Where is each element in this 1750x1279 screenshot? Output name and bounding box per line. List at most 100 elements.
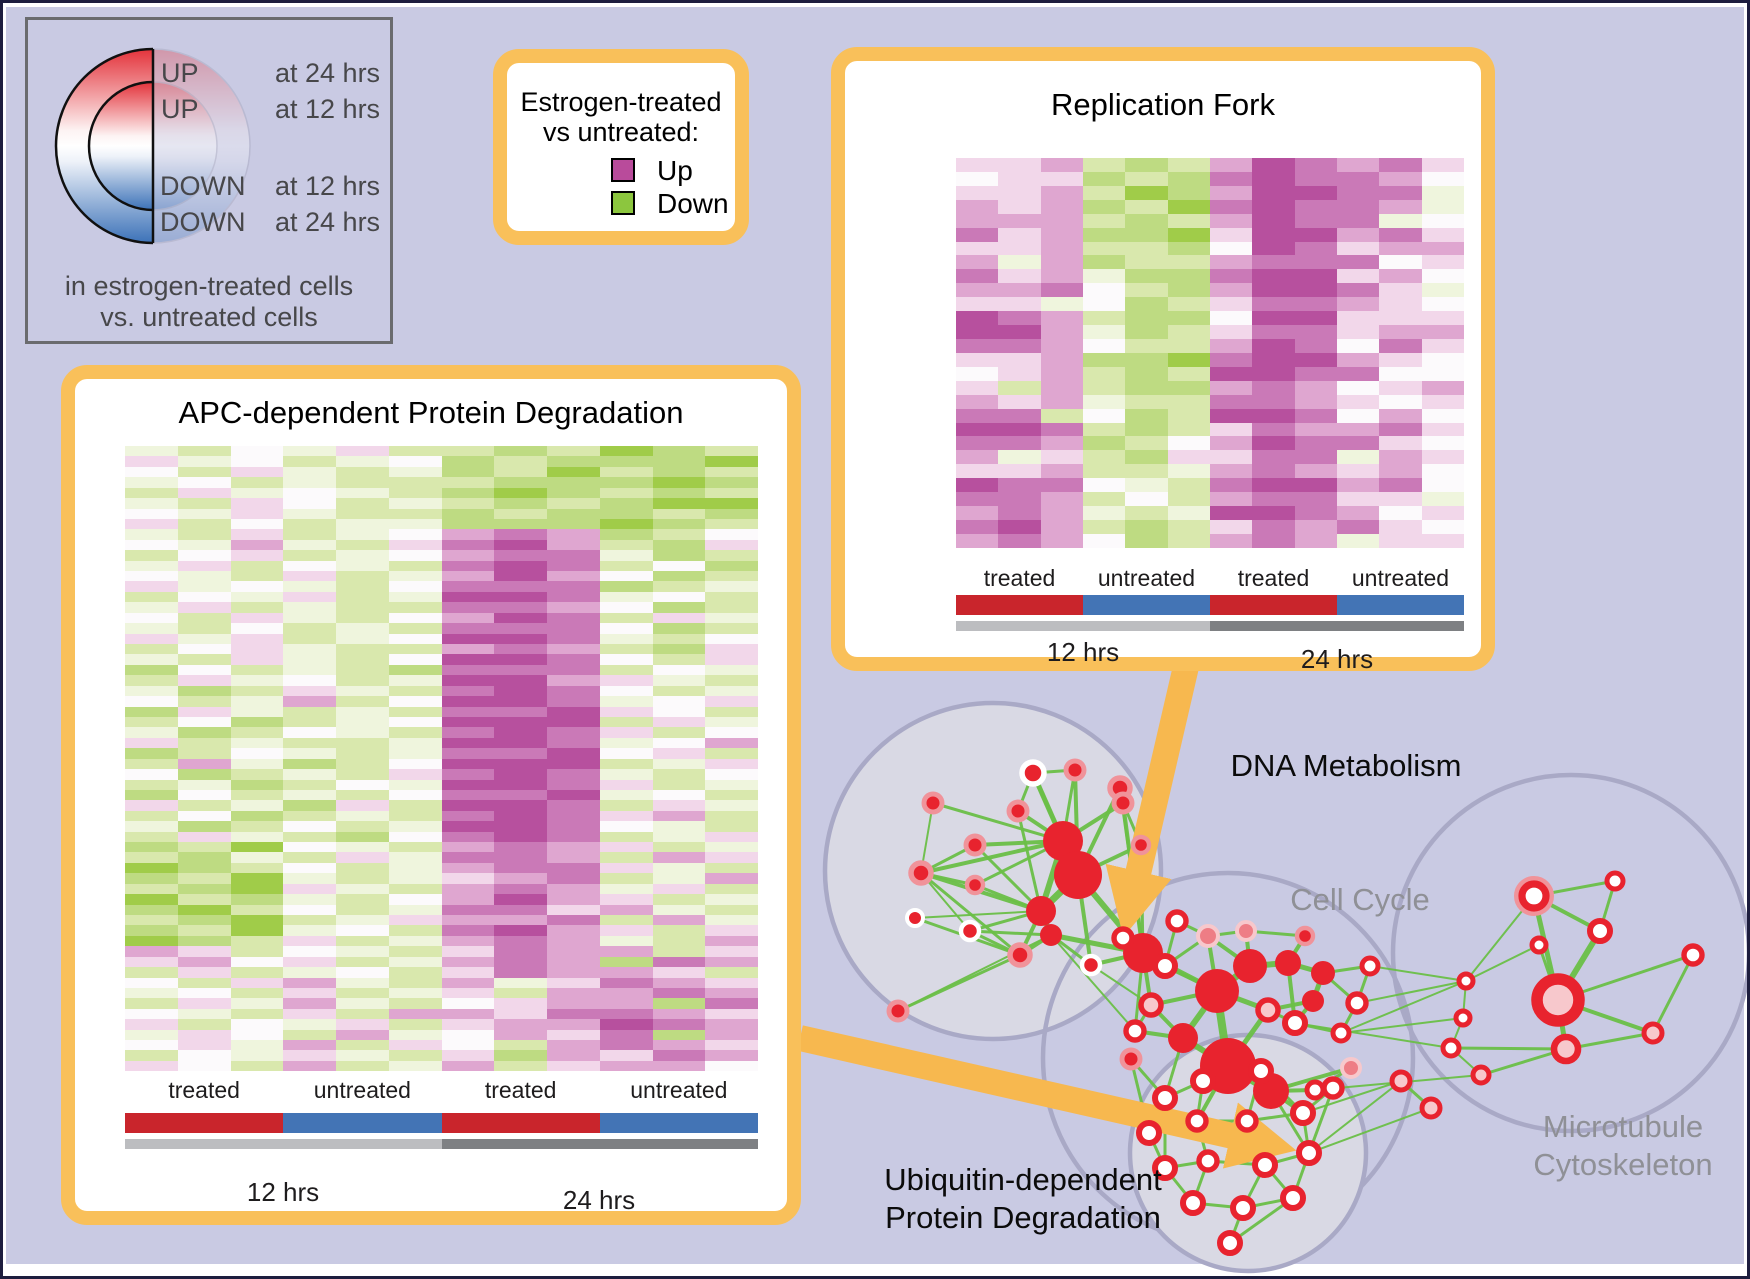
gene-node [1248, 1058, 1274, 1084]
apc-condition-bar [125, 1113, 758, 1133]
rf-12hrs-bar [956, 621, 1210, 631]
rf-time-bar [956, 621, 1464, 631]
gene-node [1195, 969, 1239, 1013]
dna-metabolism-label: DNA Metabolism [1230, 748, 1462, 783]
gene-node [1302, 990, 1324, 1012]
gene-node [1006, 799, 1030, 823]
apc-untreated-bar-1 [283, 1113, 442, 1133]
gene-node [1456, 971, 1476, 991]
gene-node [1604, 870, 1626, 892]
gene-node [1419, 1096, 1443, 1120]
down-color-swatch [611, 191, 635, 215]
legend-time: at 12 hrs [275, 171, 381, 201]
gene-node [908, 860, 934, 886]
gene-node [1111, 791, 1135, 815]
legend-time: at 24 hrs [275, 207, 381, 237]
apc-treated-label-2: treated [484, 1077, 557, 1103]
legend-word: UP [161, 58, 199, 88]
gene-node [1321, 1076, 1345, 1100]
gene-node [1196, 924, 1220, 948]
legend-row-down-12: DOWN at 12 hrs [28, 170, 390, 202]
gene-node [1235, 920, 1257, 942]
microtubule-label-line2: Cytoskeleton [1533, 1147, 1713, 1182]
cell-cycle-label: Cell Cycle [1290, 882, 1430, 917]
gene-node [1152, 1085, 1178, 1111]
legend-word: DOWN [160, 171, 246, 201]
legend-footer-line1: in estrogen-treated cells [64, 271, 354, 301]
gene-node [1359, 955, 1381, 977]
gene-node [958, 919, 982, 943]
rf-24hrs-label: 24 hrs [1300, 644, 1374, 674]
gene-node [1531, 973, 1585, 1027]
rf-24hrs-bar [1210, 621, 1464, 631]
replication-fork-panel: Replication Fork treated untreated treat… [831, 47, 1495, 674]
legend-footer-line2: vs. untreated cells [100, 302, 318, 332]
gene-node [1340, 1057, 1362, 1079]
ubiquitin-label-line2: Protein Degradation [885, 1200, 1161, 1235]
gene-node [1063, 758, 1087, 782]
gene-node [1296, 1140, 1322, 1166]
gene-node [1587, 918, 1613, 944]
gene-node [1294, 925, 1316, 947]
ubiquitin-label-line1: Ubiquitin-dependent [884, 1162, 1162, 1197]
rf-condition-bar [956, 595, 1464, 615]
apc-panel-title: APC-dependent Protein Degradation [178, 395, 684, 430]
network-nodes [886, 758, 1705, 1256]
legend-word: UP [161, 94, 199, 124]
apc-condition-labels: treated untreated treated untreated [125, 1077, 758, 1104]
ubiquitin-degradation-label: Ubiquitin-dependent Protein Degradation [884, 1161, 1162, 1237]
gene-node [1007, 942, 1033, 968]
gene-node [1529, 935, 1549, 955]
microtubule-cytoskeleton-label: Microtubule Cytoskeleton [1533, 1108, 1712, 1184]
gene-node [1275, 950, 1301, 976]
gene-node [1304, 1079, 1326, 1101]
gene-node [1255, 997, 1281, 1023]
rf-treated-label-2: treated [1237, 565, 1310, 591]
legend-time: at 12 hrs [275, 94, 381, 124]
gene-node [1054, 851, 1102, 899]
gene-node [1043, 821, 1083, 861]
apc-untreated-label-1: untreated [313, 1077, 411, 1103]
gene-node [964, 874, 986, 896]
gene-node [1311, 961, 1335, 985]
down-label: Down [657, 188, 729, 219]
gene-node [1282, 1010, 1308, 1036]
rf-treated-bar-1 [956, 595, 1083, 615]
rf-12hrs-label: 12 hrs [1046, 637, 1120, 667]
gene-node [921, 791, 945, 815]
cluster-circle-dna [822, 700, 1164, 1042]
legend-time: at 24 hrs [275, 58, 381, 88]
gene-node [1152, 953, 1178, 979]
up-down-gradient-circles [54, 47, 251, 245]
gene-node [1217, 1230, 1243, 1256]
legend-row-down-24: DOWN at 24 hrs [28, 206, 390, 238]
gene-node [1040, 924, 1062, 946]
gene-node [1138, 992, 1164, 1018]
gene-node [1550, 1033, 1582, 1065]
legend-word: DOWN [160, 207, 246, 237]
color-legend-title-line2: vs untreated: [542, 117, 700, 147]
apc-12hrs-label: 12 hrs [246, 1177, 320, 1207]
apc-treated-bar-1 [125, 1113, 284, 1133]
gene-node [1111, 926, 1135, 950]
apc-degradation-panel: APC-dependent Protein Degradation treate… [61, 365, 801, 1225]
apc-heatmap [125, 446, 758, 1072]
rf-treated-label-1: treated [983, 565, 1056, 591]
gene-network-diagram [797, 655, 1747, 1274]
apc-treated-label-1: treated [168, 1077, 240, 1103]
gene-node [1130, 834, 1152, 856]
up-color-swatch [611, 158, 635, 182]
gene-node [1190, 1068, 1216, 1094]
gene-node [1119, 1047, 1143, 1071]
gene-node [1185, 1109, 1209, 1133]
gene-node [1518, 880, 1550, 912]
gene-node [1196, 1149, 1220, 1173]
gene-node [1440, 1037, 1462, 1059]
gene-node [1681, 943, 1705, 967]
gene-node [1453, 1008, 1473, 1028]
gene-node [1290, 1100, 1316, 1126]
arrow-to-ubiquitin-cluster [797, 1025, 1297, 1169]
replication-fork-title: Replication Fork [1051, 87, 1275, 122]
rf-treated-bar-2 [1210, 595, 1337, 615]
gene-node [1389, 1069, 1413, 1093]
